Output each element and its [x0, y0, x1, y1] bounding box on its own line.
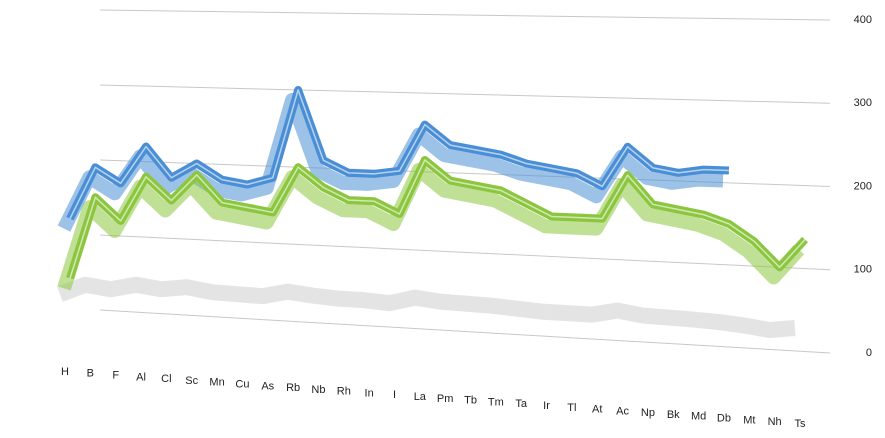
x-tick-label: Mn	[209, 377, 224, 389]
x-tick-label: La	[414, 391, 427, 403]
series-highlight	[69, 89, 729, 219]
y-tick-label: 0	[866, 347, 872, 359]
y-tick-label: 200	[854, 180, 872, 192]
grid-line	[99, 234, 831, 271]
shadow	[57, 276, 796, 339]
y-tick-label: 400	[854, 14, 872, 26]
x-tick-label: H	[61, 366, 69, 378]
y-tick-label: 100	[854, 264, 872, 276]
x-tick-label: Al	[136, 371, 146, 383]
y-tick-label: 300	[854, 97, 872, 109]
x-tick-label: Bk	[667, 409, 680, 421]
x-tick-label: Pm	[437, 393, 454, 405]
x-tick-label: Cu	[235, 378, 249, 390]
x-tick-label: Ir	[543, 400, 550, 412]
x-tick-label: I	[393, 389, 396, 401]
x-tick-label: Rh	[337, 386, 351, 398]
x-tick-label: Nh	[768, 416, 782, 428]
series-highlight	[69, 159, 806, 279]
x-tick-label: Tm	[488, 396, 504, 408]
x-tick-label: At	[592, 404, 602, 416]
x-tick-label: Md	[691, 411, 706, 423]
x-tick-label: Mt	[743, 414, 755, 426]
x-tick-label: Nb	[311, 384, 325, 396]
x-tick-label: Ac	[616, 405, 629, 417]
grid-line	[99, 9, 831, 21]
x-tick-label: Np	[641, 407, 655, 419]
grid-line	[99, 84, 831, 104]
x-tick-label: Ta	[515, 398, 528, 410]
x-tick-label: Ts	[795, 418, 807, 430]
x-tick-label: Sc	[185, 375, 198, 387]
x-tick-label: Tb	[464, 395, 477, 407]
x-tick-label: Tl	[567, 402, 576, 414]
x-tick-label: Db	[717, 413, 731, 425]
x-tick-label: As	[261, 380, 274, 392]
x-tick-label: Cl	[161, 373, 171, 385]
grid-line	[99, 309, 831, 354]
x-tick-label: B	[87, 368, 94, 380]
x-tick-label: In	[365, 387, 374, 399]
x-tick-label: F	[112, 369, 119, 381]
x-tick-label: Rb	[286, 382, 300, 394]
